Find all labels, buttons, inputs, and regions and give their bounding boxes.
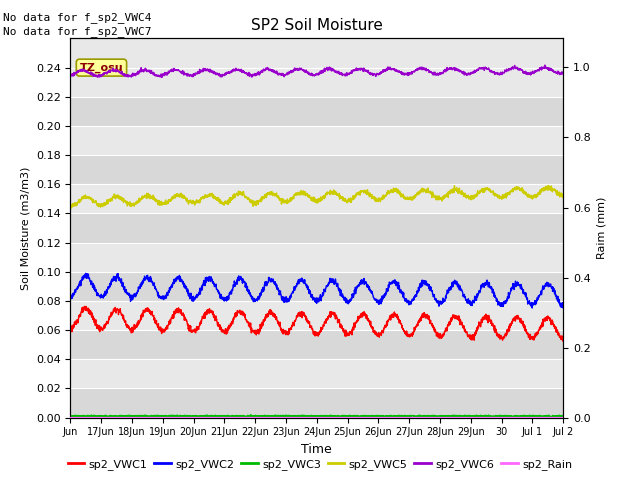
Text: TZ_osu: TZ_osu	[79, 62, 124, 73]
Bar	[70, 330, 563, 359]
Bar	[70, 388, 563, 418]
Bar	[70, 214, 563, 242]
Bar	[70, 126, 563, 155]
Bar	[70, 97, 563, 126]
Bar	[70, 184, 563, 214]
Bar	[70, 272, 563, 301]
Bar	[70, 155, 563, 184]
Y-axis label: Raim (mm): Raim (mm)	[596, 197, 606, 259]
Y-axis label: Soil Moisture (m3/m3): Soil Moisture (m3/m3)	[20, 166, 30, 290]
Bar	[70, 301, 563, 330]
Bar	[70, 68, 563, 97]
Text: No data for f_sp2_VWC4: No data for f_sp2_VWC4	[3, 12, 152, 23]
X-axis label: Time: Time	[301, 443, 332, 456]
Title: SP2 Soil Moisture: SP2 Soil Moisture	[251, 18, 383, 33]
Bar	[70, 359, 563, 388]
Legend: sp2_VWC1, sp2_VWC2, sp2_VWC3, sp2_VWC5, sp2_VWC6, sp2_Rain: sp2_VWC1, sp2_VWC2, sp2_VWC3, sp2_VWC5, …	[63, 455, 577, 474]
Bar	[70, 242, 563, 272]
Text: No data for f_sp2_VWC7: No data for f_sp2_VWC7	[3, 26, 152, 37]
